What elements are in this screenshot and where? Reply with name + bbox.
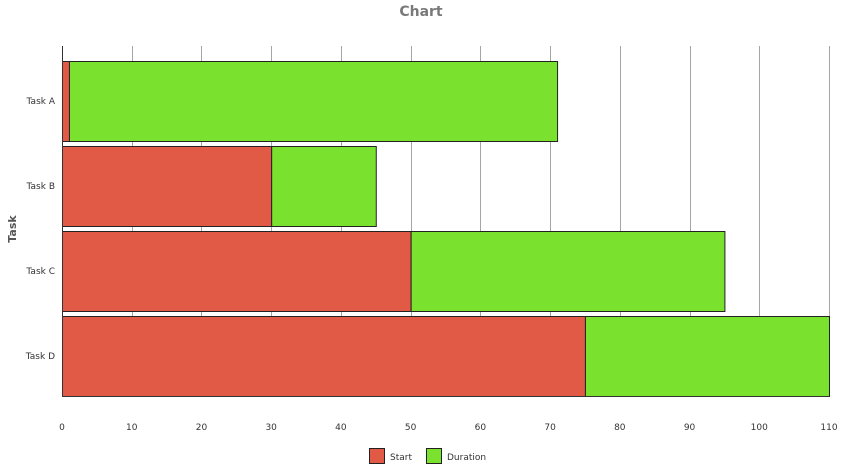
x-tick-label: 110 (820, 423, 837, 433)
legend-label: Start (390, 453, 412, 463)
bar-duration-task-a[interactable] (68, 61, 559, 142)
x-tick-label: 0 (59, 423, 65, 433)
y-axis-title: Task (6, 215, 19, 243)
legend-swatch (426, 448, 442, 464)
bar-start-task-d[interactable] (62, 316, 586, 397)
x-tick-label: 30 (265, 423, 277, 433)
legend-swatch (369, 448, 385, 464)
bar-start-task-c[interactable] (62, 231, 412, 312)
x-tick-label: 20 (196, 423, 208, 433)
chart-title: Chart (399, 4, 443, 20)
x-tick-label: 80 (614, 423, 626, 433)
bar-start-task-a[interactable] (62, 61, 70, 142)
tick-labels: 0 10 20 30 40 50 60 70 80 90 100 110 Task A Task B Tas… (25, 97, 838, 433)
bar-duration-task-c[interactable] (410, 231, 726, 312)
y-tick-label: Task A (26, 97, 56, 107)
y-tick-label: Task B (26, 182, 55, 192)
x-tick-label: 90 (684, 423, 696, 433)
bar-duration-task-d[interactable] (584, 316, 830, 397)
legend-label: Duration (447, 453, 486, 463)
bar-start-task-b[interactable] (62, 146, 273, 227)
bars (62, 61, 830, 397)
y-tick-label: Task C (25, 267, 55, 277)
bar-duration-task-b[interactable] (271, 146, 377, 227)
x-tick-label: 100 (751, 423, 768, 433)
x-tick-label: 50 (405, 423, 417, 433)
legend[interactable]: Start Duration (369, 448, 487, 464)
legend-item-duration[interactable]: Duration (426, 448, 487, 464)
x-tick-label: 60 (475, 423, 487, 433)
y-tick-label: Task D (25, 352, 55, 362)
legend-item-start[interactable]: Start (369, 448, 413, 464)
x-tick-label: 40 (335, 423, 347, 433)
x-tick-label: 10 (126, 423, 138, 433)
x-tick-label: 70 (544, 423, 556, 433)
axes (62, 46, 829, 397)
